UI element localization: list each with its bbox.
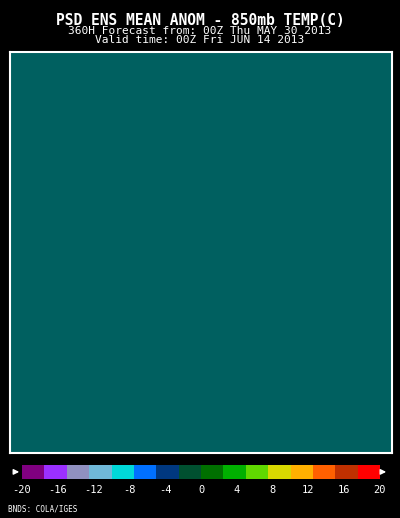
Bar xyxy=(313,465,335,479)
Bar xyxy=(156,465,179,479)
Text: -16: -16 xyxy=(48,485,67,495)
Bar xyxy=(134,465,156,479)
Bar xyxy=(44,465,67,479)
Text: 4: 4 xyxy=(234,485,240,495)
Bar xyxy=(179,465,201,479)
Bar xyxy=(112,465,134,479)
Bar xyxy=(67,465,89,479)
Bar xyxy=(223,465,246,479)
Bar xyxy=(246,465,268,479)
Bar xyxy=(201,465,223,479)
Text: -8: -8 xyxy=(123,485,136,495)
Text: Valid time: 00Z Fri JUN 14 2013: Valid time: 00Z Fri JUN 14 2013 xyxy=(95,35,305,46)
Text: 0: 0 xyxy=(198,485,204,495)
Bar xyxy=(358,465,380,479)
Text: -20: -20 xyxy=(13,485,31,495)
Text: 360H Forecast from: 00Z Thu MAY 30 2013: 360H Forecast from: 00Z Thu MAY 30 2013 xyxy=(68,26,332,36)
Text: BNDS: COLA/IGES: BNDS: COLA/IGES xyxy=(8,505,77,514)
Bar xyxy=(22,465,44,479)
Text: -12: -12 xyxy=(84,485,103,495)
Text: 16: 16 xyxy=(338,485,350,495)
Bar xyxy=(335,465,358,479)
Bar xyxy=(89,465,112,479)
Bar xyxy=(290,465,313,479)
Text: PSD ENS MEAN ANOM - 850mb TEMP(C): PSD ENS MEAN ANOM - 850mb TEMP(C) xyxy=(56,13,344,28)
Text: 12: 12 xyxy=(302,485,315,495)
Bar xyxy=(268,465,290,479)
Text: -4: -4 xyxy=(159,485,172,495)
Text: 8: 8 xyxy=(270,485,276,495)
Text: 20: 20 xyxy=(374,485,386,495)
